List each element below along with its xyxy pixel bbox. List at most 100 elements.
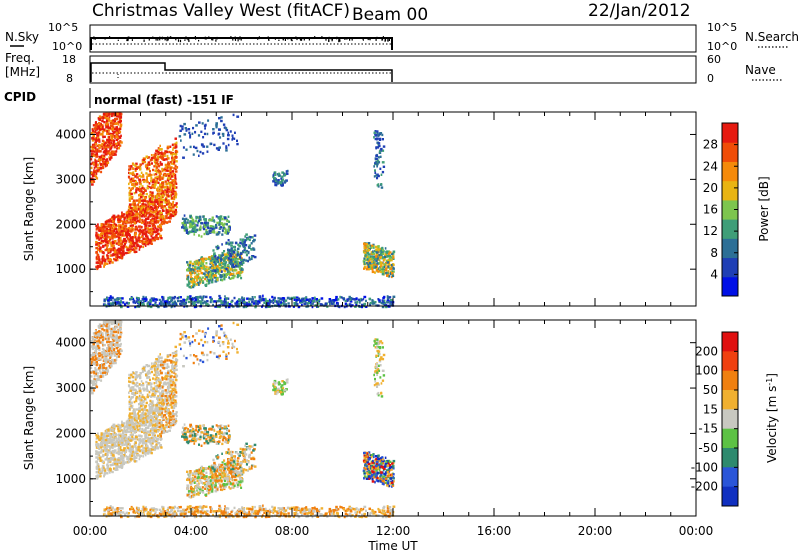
power-echo-mark — [112, 225, 115, 228]
noise-jitter-mark — [239, 36, 241, 38]
power-echo-mark — [90, 154, 93, 157]
power-echo-mark — [127, 302, 130, 305]
power-echo-mark — [198, 283, 200, 286]
power-echo-mark — [191, 132, 194, 135]
power-echo-mark — [149, 190, 152, 194]
power-echo-mark — [95, 261, 98, 264]
power-echo-mark — [102, 240, 105, 243]
velocity-echo-mark — [112, 334, 115, 337]
power-echo-mark — [236, 275, 239, 279]
power-echo-mark — [209, 142, 212, 146]
power-echo-mark — [103, 263, 106, 266]
power-echo-mark — [168, 303, 172, 307]
power-echo-mark — [146, 208, 149, 211]
power-echo-mark — [210, 218, 213, 222]
power-echo-mark — [204, 257, 208, 260]
power-echo-mark — [95, 172, 98, 175]
power-echo-mark — [376, 138, 378, 141]
power-echo-mark — [148, 195, 151, 198]
power-echo-mark — [155, 161, 159, 165]
power-echo-mark — [116, 122, 119, 125]
power-echo-mark — [295, 296, 299, 299]
velocity-echo-mark — [92, 345, 95, 349]
velocity-echo-mark — [113, 336, 117, 339]
power-echo-mark — [212, 229, 215, 233]
power-echo-mark — [186, 278, 189, 281]
power-echo-mark — [324, 302, 327, 305]
velocity-echo-mark — [113, 354, 117, 357]
power-echo-mark — [101, 127, 104, 131]
velocity-echo-mark — [97, 344, 100, 348]
power-echo-mark — [161, 185, 164, 189]
power-echo-mark — [254, 302, 257, 305]
power-echo-mark — [222, 300, 225, 303]
power-echo-mark — [286, 169, 289, 173]
power-echo-mark — [122, 250, 125, 253]
noise-jitter-mark — [349, 38, 351, 41]
power-echo-mark — [382, 300, 385, 303]
power-echo-mark — [378, 259, 381, 262]
power-echo-mark — [199, 281, 201, 285]
power-echo-mark — [147, 237, 150, 241]
power-echo-mark — [121, 233, 124, 236]
velocity-echo-mark — [97, 357, 101, 361]
power-echo-mark — [251, 236, 254, 239]
power-echo-mark — [109, 144, 111, 147]
power-echo-mark — [226, 269, 230, 272]
velocity-echo-mark — [101, 328, 104, 331]
power-echo-mark — [158, 212, 161, 216]
power-echo-mark — [117, 224, 121, 227]
power-echo-mark — [160, 196, 163, 199]
power-echo-mark — [360, 299, 363, 302]
power-echo-mark — [106, 254, 108, 257]
power-echo-mark — [106, 125, 110, 128]
power-echo-mark — [98, 260, 102, 264]
power-echo-mark — [92, 162, 95, 165]
power-echo-mark — [173, 179, 176, 182]
velocity-echo-mark — [100, 353, 103, 356]
power-echo-mark — [112, 228, 115, 231]
power-echo-mark — [111, 215, 114, 219]
power-echo-mark — [140, 196, 143, 199]
power-echo-mark — [178, 296, 181, 299]
noise-jitter-mark — [336, 37, 338, 40]
power-echo-mark — [116, 301, 120, 305]
power-echo-mark — [334, 299, 337, 302]
power-echo-mark — [222, 262, 225, 265]
noise-jitter-mark — [299, 38, 301, 41]
power-echo-mark — [147, 228, 150, 231]
power-echo-mark — [261, 297, 264, 300]
velocity-echo-mark — [95, 340, 98, 343]
power-echo-mark — [106, 246, 109, 249]
power-echo-mark — [211, 216, 214, 219]
power-echo-mark — [354, 305, 357, 308]
power-echo-mark — [117, 147, 121, 150]
power-echo-mark — [307, 301, 310, 305]
power-echo-mark — [220, 222, 223, 225]
power-echo-mark — [169, 172, 172, 176]
power-echo-mark — [108, 259, 112, 263]
power-echo-mark — [126, 230, 129, 233]
power-echo-mark — [140, 215, 144, 218]
power-echo-mark — [119, 301, 123, 304]
velocity-echo-mark — [114, 326, 117, 329]
velocity-echo-mark — [100, 333, 103, 337]
power-echo-mark — [140, 199, 144, 202]
colorbar-segment — [722, 276, 738, 297]
power-echo-mark — [111, 261, 114, 264]
power-echo-mark — [150, 157, 153, 160]
power-echo-mark — [146, 164, 149, 167]
power-echo-mark — [166, 178, 170, 181]
power-echo-mark — [148, 229, 151, 233]
power-echo-mark — [106, 262, 109, 265]
velocity-echo-mark — [118, 338, 122, 342]
power-echo-mark — [103, 232, 107, 236]
velocity-echo-mark — [91, 347, 95, 350]
noise-panel: N.Sky 10^5 10^0 10^5 10^0 N.Search — [5, 21, 799, 53]
power-echo-mark — [111, 133, 114, 136]
velocity-echo-mark — [102, 320, 106, 324]
velocity-echo-mark — [101, 356, 104, 359]
power-echo-mark — [119, 245, 123, 248]
power-echo-mark — [110, 248, 114, 251]
power-echo-mark — [222, 303, 225, 306]
